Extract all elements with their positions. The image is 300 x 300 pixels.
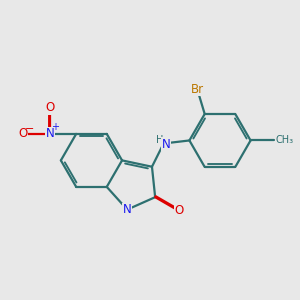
Text: Br: Br xyxy=(191,82,204,96)
Text: −: − xyxy=(25,124,34,134)
Text: CH₃: CH₃ xyxy=(275,136,293,146)
Text: H: H xyxy=(156,135,164,145)
Text: O: O xyxy=(18,128,27,140)
Text: O: O xyxy=(174,204,184,218)
Text: N: N xyxy=(162,138,170,151)
Text: O: O xyxy=(46,101,55,114)
Text: +: + xyxy=(51,122,59,132)
Text: N: N xyxy=(46,128,55,140)
Text: N: N xyxy=(123,203,132,216)
